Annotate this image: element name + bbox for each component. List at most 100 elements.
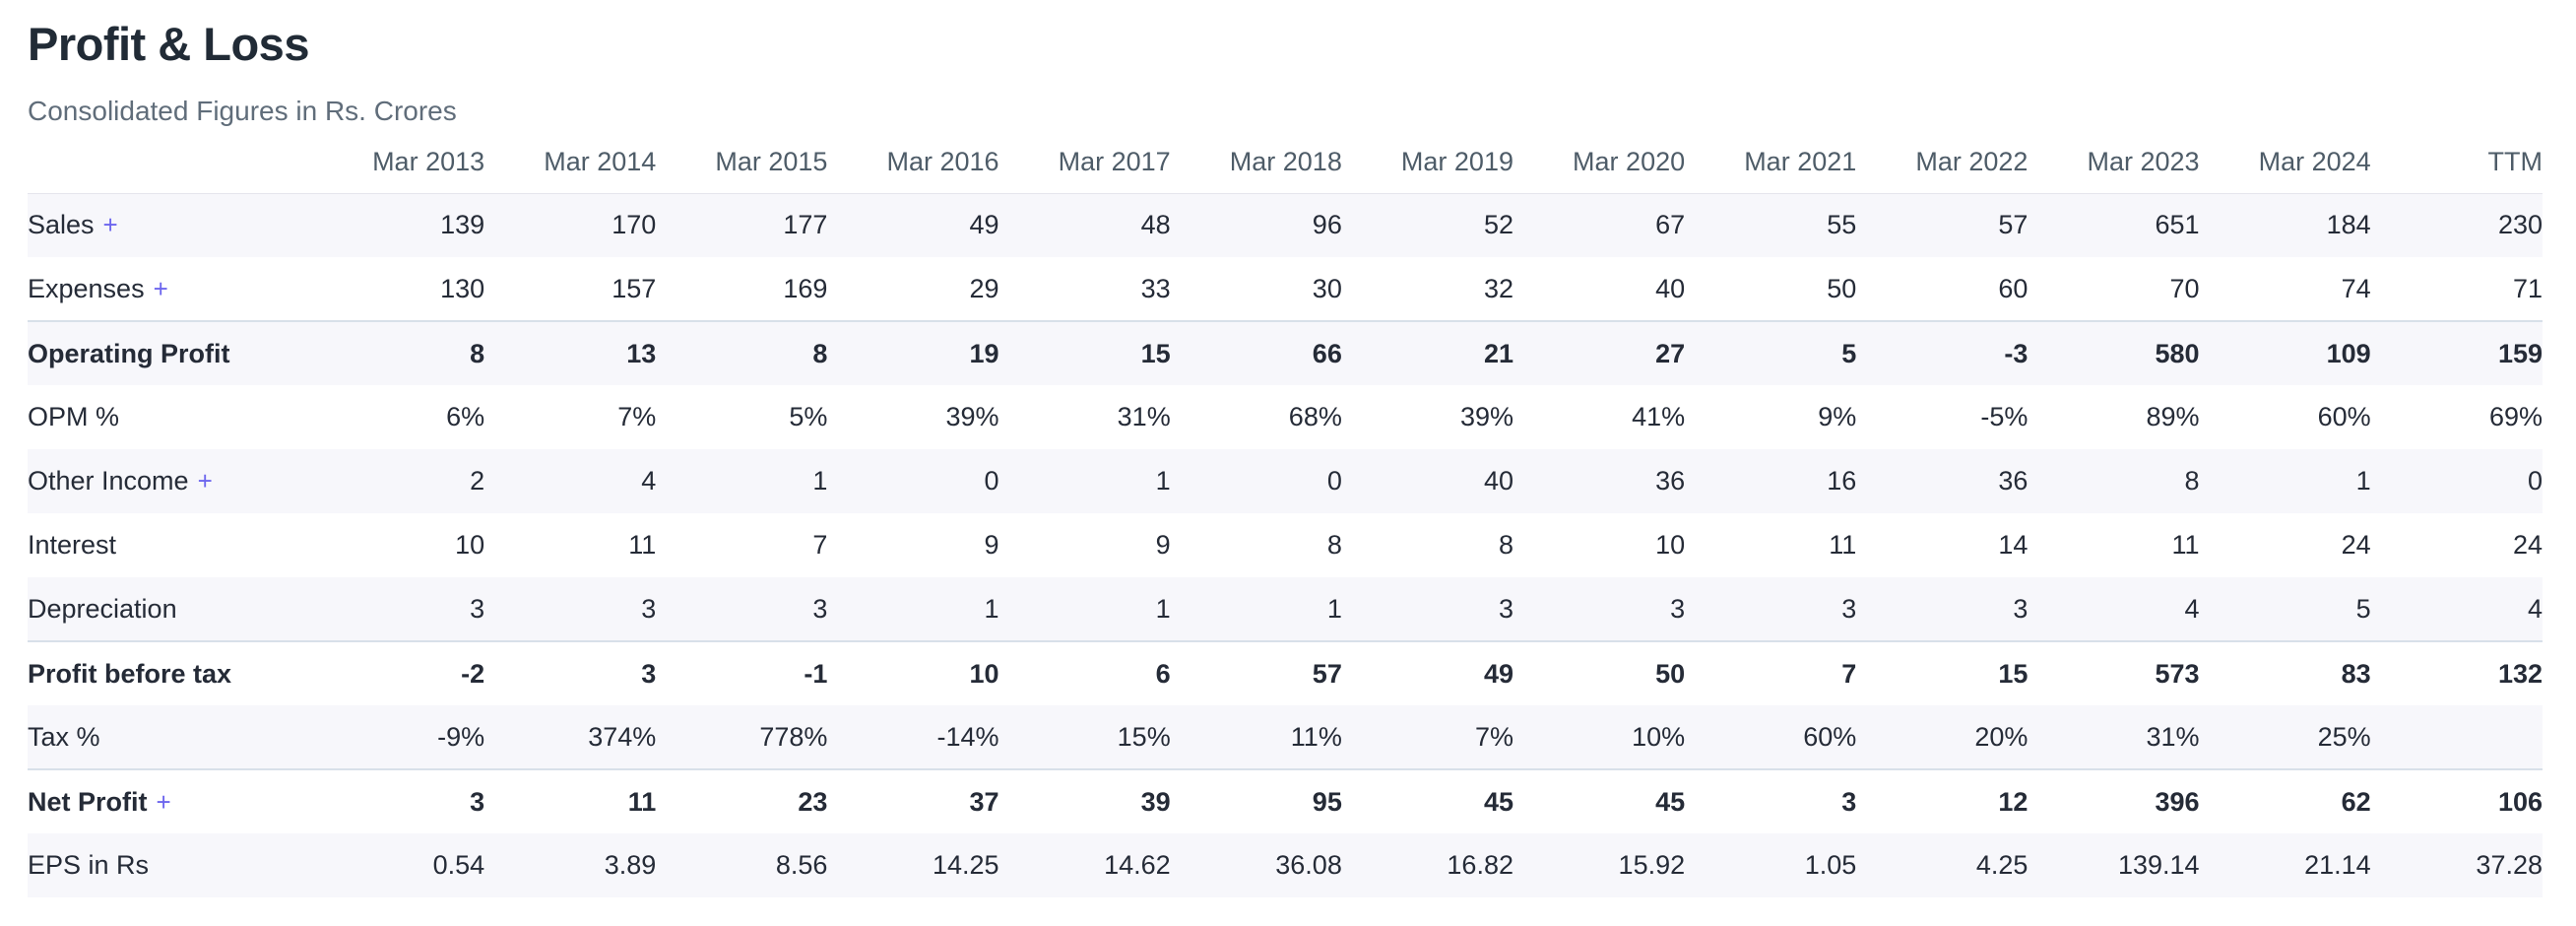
cell-eps-in-rs-ttm: 37.28 [2476, 850, 2543, 881]
cell-opm-mar-2013: 6% [446, 402, 485, 432]
cell-interest-mar-2018: 8 [1326, 530, 1342, 561]
cell-opm-mar-2014: 7% [617, 402, 657, 432]
expand-net-profit-button[interactable]: + [156, 786, 171, 817]
row-label: Sales [28, 210, 95, 240]
cell-other-income-mar-2023: 8 [2184, 466, 2200, 496]
cell-other-income-mar-2017: 1 [1155, 466, 1171, 496]
cell-profit-before-tax-mar-2017: 6 [998, 640, 1171, 706]
cell-other-income-ttm: 0 [2527, 466, 2543, 496]
cell-depreciation-ttm: 4 [2527, 593, 2543, 624]
expand-sales-button[interactable]: + [102, 210, 118, 240]
cell-net-profit-mar-2013: 3 [313, 768, 485, 834]
cell-interest-mar-2016: 9 [984, 530, 999, 561]
column-header-mar-2020: Mar 2020 [1513, 131, 1686, 194]
cell-opm-mar-2018: 68% [1288, 402, 1342, 432]
row-label: Operating Profit [28, 338, 230, 368]
cell-depreciation-mar-2015: 3 [812, 593, 828, 624]
cell-opm-mar-2015: 5% [789, 402, 828, 432]
table-row-net-profit: Net Profit +3 11 23 37 39 95 45 45 3 12 396 62 106 [28, 768, 2543, 834]
cell-sales-mar-2014: 170 [612, 210, 657, 240]
column-header-mar-2019: Mar 2019 [1341, 131, 1513, 194]
cell-sales-mar-2023: 651 [2155, 210, 2200, 240]
cell-tax-mar-2013: -9% [437, 721, 485, 752]
cell-expenses-mar-2014: 157 [612, 273, 657, 303]
pl-table-container: Mar 2013 Mar 2014 Mar 2015 Mar 2016 Mar 2017… [28, 131, 2543, 898]
cell-net-profit-mar-2021: 3 [1685, 768, 1857, 834]
expand-other-income-button[interactable]: + [197, 466, 213, 496]
column-header-mar-2013: Mar 2013 [313, 131, 485, 194]
cell-other-income-mar-2024: 1 [2355, 466, 2371, 496]
column-header-mar-2024: Mar 2024 [2199, 131, 2371, 194]
pl-table-header-row: Mar 2013 Mar 2014 Mar 2015 Mar 2016 Mar 2017… [28, 131, 2543, 194]
cell-other-income-mar-2015: 1 [812, 466, 828, 496]
cell-eps-in-rs-mar-2022: 4.25 [1975, 850, 2029, 881]
cell-interest-mar-2024: 24 [2341, 530, 2371, 561]
cell-expenses-mar-2013: 130 [440, 273, 485, 303]
cell-profit-before-tax-mar-2018: 57 [1170, 640, 1342, 706]
cell-tax-mar-2023: 31% [2146, 721, 2200, 752]
cell-profit-before-tax-mar-2019: 49 [1341, 640, 1513, 706]
cell-sales-mar-2015: 177 [783, 210, 828, 240]
row-label-cell: Expenses + [28, 257, 313, 321]
row-label: Other Income [28, 466, 189, 496]
cell-eps-in-rs-mar-2023: 139.14 [2117, 850, 2200, 881]
cell-eps-in-rs-mar-2024: 21.14 [2304, 850, 2371, 881]
cell-net-profit-mar-2023: 396 [2028, 768, 2200, 834]
cell-interest-mar-2020: 10 [1655, 530, 1686, 561]
cell-interest-mar-2019: 8 [1498, 530, 1513, 561]
cell-profit-before-tax-mar-2020: 50 [1513, 640, 1686, 706]
row-label: Tax % [28, 721, 100, 752]
cell-sales-mar-2013: 139 [440, 210, 485, 240]
cell-net-profit-mar-2024: 62 [2199, 768, 2371, 834]
table-row-other-income: Other Income +2 4 1 0 1 0 40 36 16 36 8 1 0 [28, 449, 2543, 514]
cell-depreciation-mar-2023: 4 [2184, 593, 2200, 624]
cell-net-profit-mar-2020: 45 [1513, 768, 1686, 834]
cell-sales-ttm: 230 [2497, 210, 2543, 240]
cell-depreciation-mar-2016: 1 [984, 593, 999, 624]
cell-profit-before-tax-ttm: 132 [2370, 640, 2543, 706]
cell-eps-in-rs-mar-2014: 3.89 [604, 850, 657, 881]
cell-operating-profit-mar-2024: 109 [2199, 320, 2371, 386]
row-label-cell: Operating Profit [28, 320, 313, 386]
column-header-mar-2023: Mar 2023 [2028, 131, 2200, 194]
column-header-mar-2015: Mar 2015 [656, 131, 828, 194]
cell-interest-mar-2017: 9 [1155, 530, 1171, 561]
cell-expenses-mar-2020: 40 [1655, 273, 1686, 303]
cell-sales-mar-2024: 184 [2326, 210, 2371, 240]
cell-other-income-mar-2019: 40 [1483, 466, 1513, 496]
cell-eps-in-rs-mar-2016: 14.25 [932, 850, 999, 881]
cell-tax-mar-2016: -14% [936, 721, 999, 752]
cell-sales-mar-2019: 52 [1483, 210, 1513, 240]
cell-opm-mar-2017: 31% [1117, 402, 1171, 432]
cell-interest-mar-2023: 11 [2171, 530, 2200, 561]
cell-sales-mar-2020: 67 [1655, 210, 1686, 240]
row-label-cell: Depreciation [28, 577, 313, 641]
column-header-mar-2014: Mar 2014 [484, 131, 657, 194]
cell-interest-ttm: 24 [2512, 530, 2543, 561]
cell-eps-in-rs-mar-2017: 14.62 [1104, 850, 1171, 881]
cell-depreciation-mar-2021: 3 [1841, 593, 1857, 624]
table-row-sales: Sales +139 170 177 49 48 96 52 67 55 57 651 184 230 [28, 193, 2543, 258]
cell-net-profit-mar-2014: 11 [484, 768, 657, 834]
cell-interest-mar-2013: 10 [455, 530, 485, 561]
cell-operating-profit-mar-2019: 21 [1341, 320, 1513, 386]
profit-loss-section: Profit & Loss Consolidated Figures in Rs… [28, 18, 2543, 898]
cell-opm-ttm: 69% [2488, 402, 2543, 432]
cell-expenses-mar-2021: 50 [1827, 273, 1857, 303]
row-label: Interest [28, 530, 117, 561]
column-header-mar-2017: Mar 2017 [998, 131, 1171, 194]
expand-expenses-button[interactable]: + [153, 273, 168, 303]
section-subtitle: Consolidated Figures in Rs. Crores [28, 96, 457, 127]
cell-tax-mar-2015: 778% [759, 721, 828, 752]
column-header-mar-2016: Mar 2016 [827, 131, 999, 194]
cell-net-profit-mar-2017: 39 [998, 768, 1171, 834]
cell-sales-mar-2018: 96 [1312, 210, 1342, 240]
cell-tax-ttm [2371, 705, 2543, 769]
table-row-opm: OPM % 6% 7% 5% 39% 31% 68% 39% 41% 9% -5% 89% 60% 69% [28, 385, 2543, 449]
cell-eps-in-rs-mar-2020: 15.92 [1618, 850, 1686, 881]
cell-profit-before-tax-mar-2023: 573 [2028, 640, 2200, 706]
cell-interest-mar-2015: 7 [812, 530, 828, 561]
cell-operating-profit-mar-2023: 580 [2028, 320, 2200, 386]
cell-expenses-mar-2023: 70 [2169, 273, 2200, 303]
cell-depreciation-mar-2022: 3 [2013, 593, 2029, 624]
